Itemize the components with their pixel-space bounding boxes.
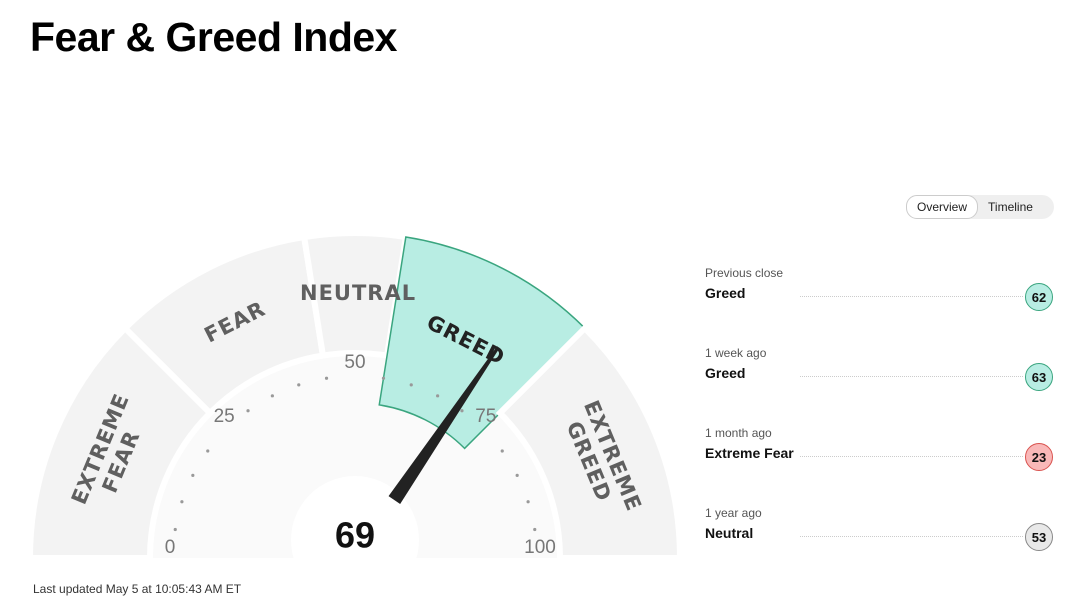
minor-dot	[526, 500, 530, 504]
tick-label: 0	[165, 537, 176, 558]
history-state: Extreme Fear	[705, 445, 794, 461]
minor-dot	[206, 449, 210, 453]
minor-dot	[297, 383, 301, 387]
gauge: 0 25 50 75 100 69	[30, 233, 684, 604]
minor-dot	[515, 473, 519, 477]
history: Previous close Greed 62 1 week ago Greed 63 1 …	[705, 266, 1053, 586]
minor-dot	[270, 394, 274, 398]
history-when: 1 month ago	[705, 426, 772, 440]
history-state: Greed	[705, 365, 746, 381]
history-item: 1 year ago Neutral 53	[705, 506, 1053, 586]
history-value: 63	[1025, 363, 1053, 391]
minor-dot	[381, 376, 386, 380]
history-value: 23	[1025, 443, 1053, 471]
history-item: 1 week ago Greed 63	[705, 346, 1053, 426]
dotted-line	[800, 536, 1023, 537]
history-item: Previous close Greed 62	[705, 266, 1053, 346]
minor-dot	[533, 527, 537, 532]
minor-dot	[180, 500, 184, 504]
needle	[388, 346, 500, 505]
history-when: 1 year ago	[705, 506, 762, 520]
tick-label: 75	[475, 406, 496, 427]
history-item: 1 month ago Extreme Fear 23	[705, 426, 1053, 506]
tick-label: 50	[344, 352, 365, 373]
dotted-line	[800, 376, 1023, 377]
history-when: Previous close	[705, 266, 784, 280]
minor-dot	[436, 394, 440, 398]
segment	[495, 323, 684, 561]
tick-label: 100	[524, 537, 556, 558]
minor-dot	[246, 409, 250, 413]
history-value: 53	[1025, 523, 1053, 551]
minor-dot	[173, 527, 177, 532]
value-label: 69	[335, 515, 375, 556]
tick-label: 25	[214, 406, 235, 427]
history-when: 1 week ago	[705, 346, 767, 360]
dotted-line	[800, 456, 1023, 457]
tab[interactable]: Timeline	[988, 200, 1033, 214]
minor-dot	[500, 449, 504, 453]
title: Fear & Greed Index	[30, 14, 397, 60]
history-value: 62	[1025, 283, 1053, 311]
minor-dot	[460, 409, 464, 413]
hub	[291, 476, 419, 604]
minor-dot	[409, 383, 413, 387]
minor-dot	[191, 473, 195, 477]
footer: Last updated May 5 at 10:05:43 AM ET	[33, 582, 242, 596]
history-state: Neutral	[705, 525, 754, 541]
minor-dot	[324, 376, 329, 380]
segment-label: NEUTRAL	[300, 281, 417, 305]
tab[interactable]: Overview	[906, 195, 979, 219]
history-state: Greed	[705, 285, 746, 301]
dotted-line	[800, 296, 1023, 297]
tabs: Overview Timeline	[906, 195, 1054, 219]
